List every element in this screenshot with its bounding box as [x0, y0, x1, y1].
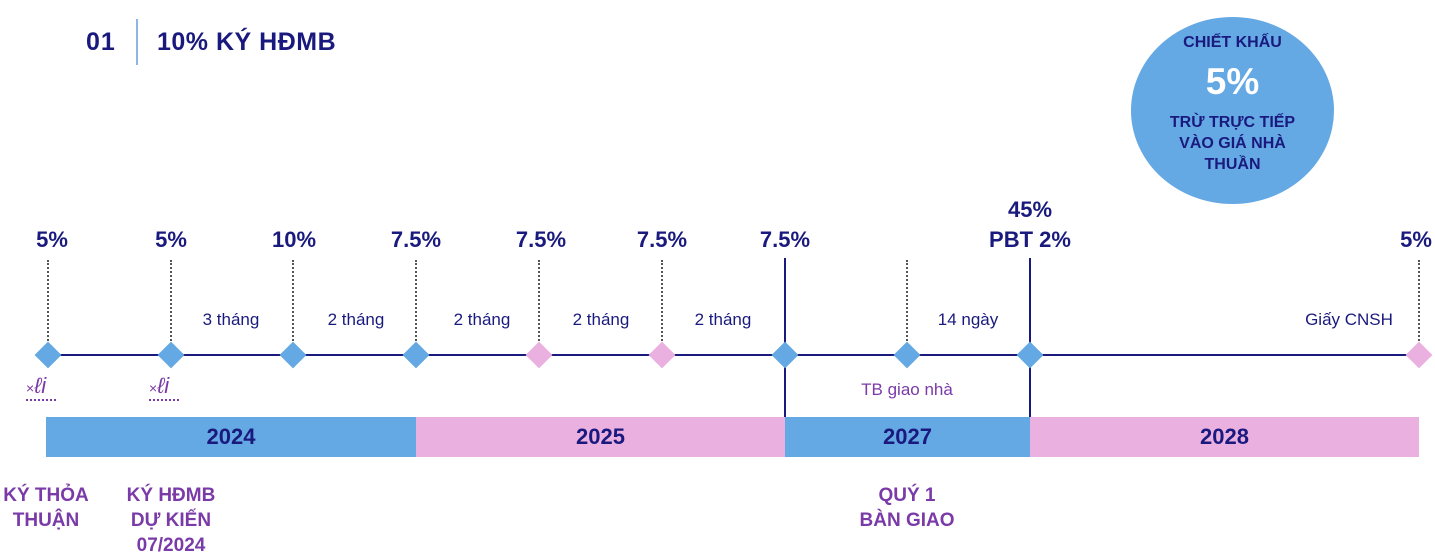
- year-bar-2027: 2027: [785, 417, 1030, 457]
- discount-note: TRỪ TRỰC TIẾP VÀO GIÁ NHÀ THUẦN: [1169, 114, 1296, 173]
- milestone-connector: [1418, 260, 1420, 345]
- header-divider: [136, 19, 138, 65]
- milestone-diamond: [1405, 341, 1433, 369]
- section-number: 01: [86, 28, 116, 56]
- interval-label: 2 tháng: [694, 310, 752, 329]
- milestone-pct: 45%: [1007, 197, 1053, 222]
- milestone-connector: [906, 260, 908, 345]
- sign-contract-label: KÝ HĐMB DỰ KIẾN 07/2024: [126, 485, 216, 556]
- milestone-diamond: [1016, 341, 1044, 369]
- milestone-diamond: [279, 341, 307, 369]
- year-bar-2028: 2028: [1030, 417, 1419, 457]
- year-bar-2025: 2025: [416, 417, 785, 457]
- milestone-diamond: [771, 341, 799, 369]
- interval-label: 14 ngày: [937, 310, 999, 329]
- handover-marker-line: [1029, 258, 1031, 418]
- milestone-pct: 5%: [1400, 227, 1432, 252]
- milestone-connector: [170, 260, 172, 345]
- discount-percent: 5%: [1205, 61, 1260, 102]
- milestone-connector: [47, 260, 49, 345]
- milestone-diamond: [402, 341, 430, 369]
- handover-marker-line: [784, 258, 786, 418]
- milestone-diamond: [893, 341, 921, 369]
- interval-label: 2 tháng: [453, 310, 511, 329]
- milestone-connector: [661, 260, 663, 345]
- milestone-pct: 7.5%: [759, 227, 811, 252]
- interval-label: 2 tháng: [572, 310, 630, 329]
- milestone-diamond: [157, 341, 185, 369]
- interval-label: 3 tháng: [202, 310, 260, 329]
- milestone-diamond: [648, 341, 676, 369]
- milestone-pct: 5%: [155, 227, 187, 252]
- milestone-pct: 5%: [36, 227, 68, 252]
- year-bar-2024: 2024: [46, 417, 416, 457]
- discount-label: CHIẾT KHẤU: [1183, 34, 1282, 51]
- milestone-pct: 10%: [271, 227, 317, 252]
- milestone-connector: [415, 260, 417, 345]
- signature-icon: ×ℓi: [149, 373, 179, 401]
- milestone-diamond: [34, 341, 62, 369]
- milestone-pct-pbt: PBT 2%: [989, 227, 1071, 252]
- milestone-connector: [538, 260, 540, 345]
- interval-label: Giấy CNSH: [1305, 310, 1393, 329]
- milestone-diamond: [525, 341, 553, 369]
- sign-agreement-label: KÝ THỎA THUẬN: [3, 485, 89, 531]
- milestone-pct: 7.5%: [515, 227, 567, 252]
- handover-quarter-label: QUÝ 1 BÀN GIAO: [859, 485, 955, 531]
- timeline-axis: [48, 354, 1420, 356]
- discount-badge: CHIẾT KHẤU 5% TRỪ TRỰC TIẾP VÀO GIÁ NHÀ …: [1131, 17, 1334, 204]
- handover-notice-label: TB giao nhà: [861, 380, 953, 399]
- milestone-connector: [292, 260, 294, 345]
- signature-icon: ×ℓi: [26, 373, 56, 401]
- milestone-pct: 7.5%: [636, 227, 688, 252]
- interval-label: 2 tháng: [327, 310, 385, 329]
- milestone-pct: 7.5%: [390, 227, 442, 252]
- section-title: 10% KÝ HĐMB: [157, 28, 337, 56]
